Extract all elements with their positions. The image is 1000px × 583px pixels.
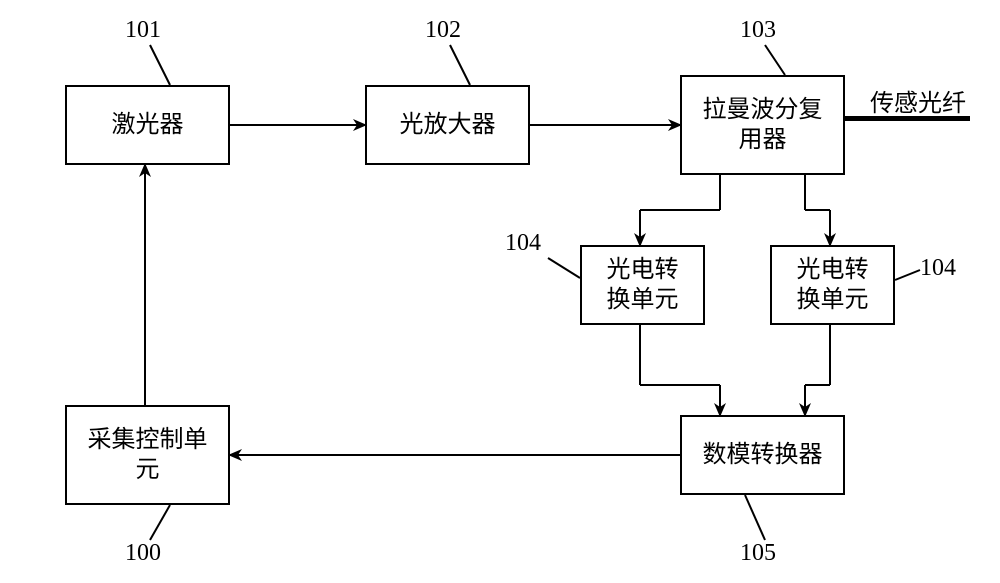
arrows-svg [0, 0, 1000, 583]
diagram-canvas: { "canvas": { "width": 1000, "height": 5… [0, 0, 1000, 583]
